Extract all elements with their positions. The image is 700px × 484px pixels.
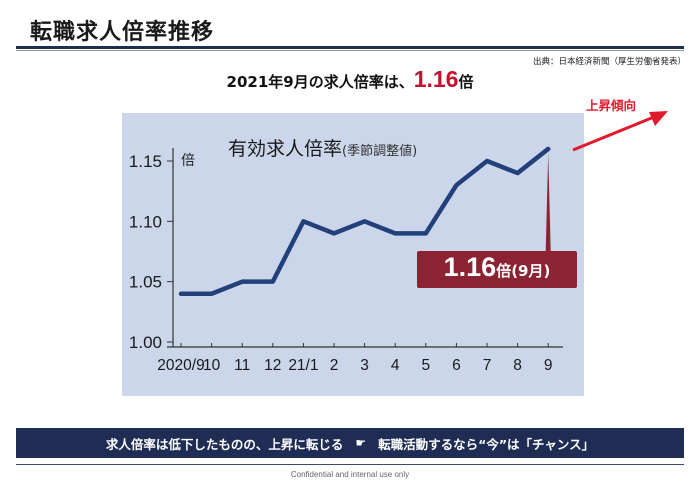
chart-title: 有効求人倍率(季節調整値) xyxy=(228,134,417,161)
title-divider xyxy=(16,46,684,49)
x-tick-label: 5 xyxy=(421,357,430,374)
x-tick-label: 12 xyxy=(264,357,281,374)
data-point xyxy=(454,183,458,187)
banner-left-text: 求人倍率は低下したものの、上昇に転じる xyxy=(105,436,344,452)
summary-banner: 求人倍率は低下したものの、上昇に転じる ☛ 転職活動するなら“今”は「チャンス」 xyxy=(16,428,684,458)
source-note: 出典：日本経済新聞（厚生労働省発表） xyxy=(532,57,686,67)
headline: 2021年9月の求人倍率は、1.16倍 xyxy=(0,66,700,93)
pointing-hand-icon: ☛ xyxy=(355,436,367,450)
x-tick-label: 10 xyxy=(203,357,221,374)
trend-arrow-icon xyxy=(649,111,668,126)
banner-right-text: 転職活動するなら“今”は「チャンス」 xyxy=(378,436,595,452)
data-point xyxy=(424,231,428,235)
x-tick-label: 2020/9 xyxy=(157,357,204,374)
headline-suffix: 倍 xyxy=(458,73,474,91)
headline-value: 1.16 xyxy=(413,66,459,92)
title-divider-thin xyxy=(16,50,684,51)
x-tick-label: 21/1 xyxy=(288,357,318,374)
x-tick-label: 4 xyxy=(391,357,400,374)
x-tick-label: 2 xyxy=(330,357,339,374)
data-point xyxy=(240,280,244,284)
callout-value: 1.16 xyxy=(443,252,497,282)
confidential-note: Confidential and internal use only xyxy=(290,470,410,479)
x-tick-label: 3 xyxy=(360,357,369,374)
data-point xyxy=(546,147,550,151)
data-point xyxy=(210,292,214,296)
slide-title: 転職求人倍率推移 xyxy=(30,20,215,45)
trend-arrow-shaft xyxy=(572,115,655,152)
data-point xyxy=(485,159,489,163)
chart-subtitle: (季節調整値) xyxy=(342,144,418,159)
callout-pointer xyxy=(545,152,551,252)
chart-title-main: 有効求人倍率 xyxy=(228,138,343,160)
data-point xyxy=(301,219,305,223)
data-point xyxy=(516,171,520,175)
footer-divider xyxy=(16,464,684,465)
y-tick-label: 1.00 xyxy=(129,333,162,352)
y-tick-label: 1.05 xyxy=(129,273,162,292)
x-tick-label: 7 xyxy=(483,357,492,374)
latest-value-callout: 1.16 倍 (9月) xyxy=(417,251,577,288)
x-tick-label: 8 xyxy=(513,357,522,374)
callout-unit: 倍 xyxy=(496,262,512,280)
x-tick-label: 11 xyxy=(234,357,250,374)
x-tick-label: 6 xyxy=(452,357,461,374)
y-axis-unit: 倍 xyxy=(181,153,195,169)
data-point xyxy=(332,231,336,235)
data-point xyxy=(179,292,183,296)
y-tick-label: 1.15 xyxy=(129,152,162,171)
callout-month: (9月) xyxy=(511,262,551,280)
data-point xyxy=(393,231,397,235)
x-tick-label: 9 xyxy=(544,357,553,374)
trend-label: 上昇傾向 xyxy=(586,98,637,113)
y-tick-label: 1.10 xyxy=(129,212,162,231)
data-point xyxy=(271,280,275,284)
data-point xyxy=(363,219,367,223)
headline-prefix: 2021年9月の求人倍率は、 xyxy=(226,73,414,91)
